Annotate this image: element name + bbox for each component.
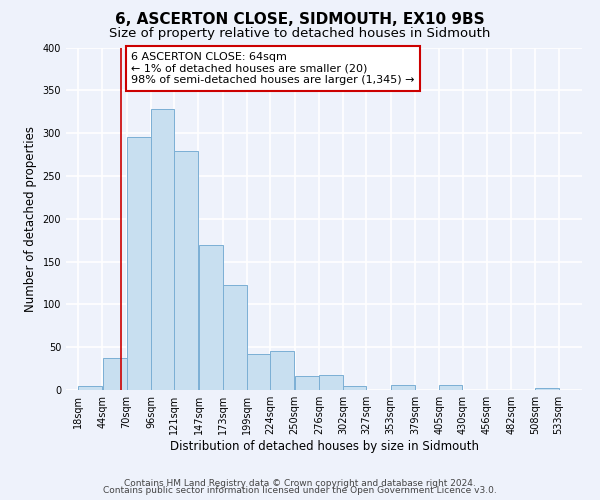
Bar	[78, 386, 102, 390]
Bar	[103, 358, 127, 390]
Bar	[535, 388, 559, 390]
Bar	[295, 376, 319, 390]
Bar	[271, 350, 295, 390]
Bar	[343, 386, 367, 390]
Bar	[247, 354, 270, 390]
Bar	[127, 138, 151, 390]
X-axis label: Distribution of detached houses by size in Sidmouth: Distribution of detached houses by size …	[170, 440, 479, 453]
Bar	[439, 385, 463, 390]
Y-axis label: Number of detached properties: Number of detached properties	[24, 126, 37, 312]
Bar	[223, 284, 247, 390]
Text: Contains HM Land Registry data © Crown copyright and database right 2024.: Contains HM Land Registry data © Crown c…	[124, 478, 476, 488]
Bar	[175, 151, 199, 390]
Bar	[199, 246, 223, 390]
Text: 6, ASCERTON CLOSE, SIDMOUTH, EX10 9BS: 6, ASCERTON CLOSE, SIDMOUTH, EX10 9BS	[115, 12, 485, 28]
Bar	[319, 376, 343, 390]
Text: Size of property relative to detached houses in Sidmouth: Size of property relative to detached ho…	[109, 28, 491, 40]
Text: Contains public sector information licensed under the Open Government Licence v3: Contains public sector information licen…	[103, 486, 497, 495]
Bar	[391, 385, 415, 390]
Text: 6 ASCERTON CLOSE: 64sqm
← 1% of detached houses are smaller (20)
98% of semi-det: 6 ASCERTON CLOSE: 64sqm ← 1% of detached…	[131, 52, 415, 85]
Bar	[151, 109, 174, 390]
